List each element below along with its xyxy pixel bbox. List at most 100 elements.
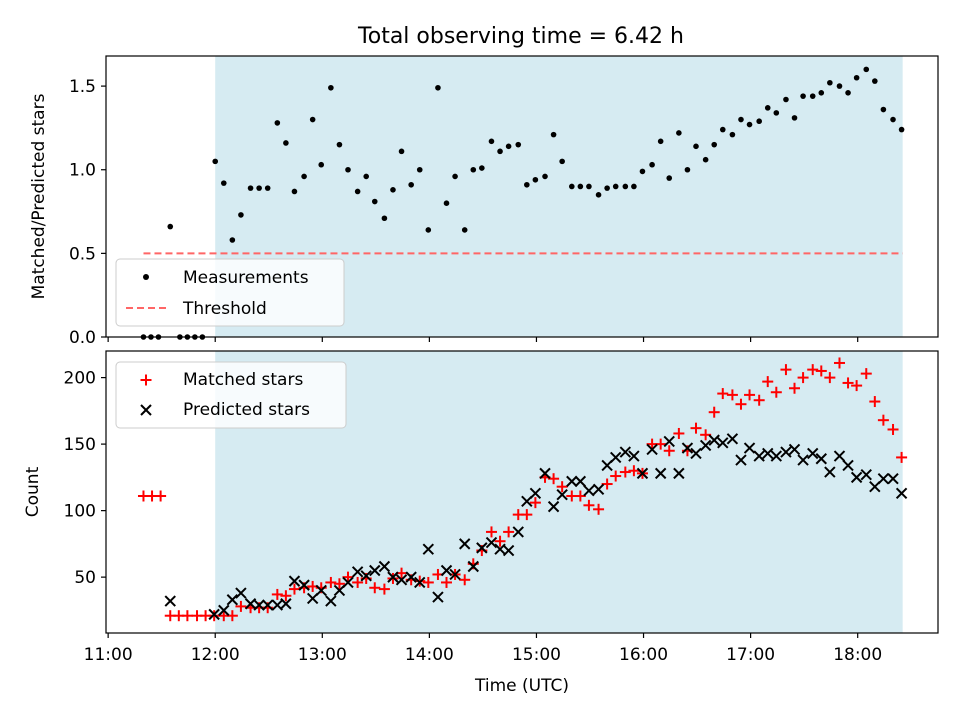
measurement-point [845, 89, 851, 96]
matched-point [762, 376, 774, 388]
predicted-point [895, 487, 908, 500]
measurement-point [872, 78, 878, 84]
predicted-point [315, 584, 327, 597]
x-tick-label: 12:00 [191, 645, 240, 665]
predicted-point [654, 467, 667, 480]
predicted-point [467, 560, 479, 573]
measurement-point [649, 161, 655, 168]
measurement-point [612, 183, 619, 190]
measurement-point [729, 131, 736, 138]
measurement-point [505, 143, 512, 150]
x-tick-label: 13:00 [298, 645, 347, 665]
top-legend-box [115, 258, 345, 327]
matched-point [369, 582, 381, 594]
measurement-point [800, 93, 806, 99]
matched-point [378, 583, 390, 595]
legend-plus-glyph [140, 374, 152, 386]
predicted-point [797, 454, 809, 466]
measurement-point [336, 141, 343, 148]
x-tick-label: 18:00 [833, 645, 882, 665]
measurement-point [470, 166, 477, 173]
predicted-point [566, 475, 578, 488]
measurement-point [435, 84, 441, 91]
matched-point [770, 386, 782, 398]
y-tick-label: 1.0 [69, 161, 96, 181]
matched-point [842, 377, 854, 389]
predicted-point [681, 442, 694, 454]
matched-point [325, 576, 337, 588]
measurement-point [542, 173, 548, 180]
top-panel: 0.0 0.5 1.0 1.5 Matched/Predicted stars Mea… [29, 55, 939, 348]
measurement-point [443, 200, 450, 206]
matched-point [593, 503, 605, 515]
predicted-point [753, 450, 765, 462]
measurement-point [167, 223, 174, 230]
matched-point [744, 389, 756, 401]
predicted-point [547, 500, 560, 513]
y-tick-label: 0.0 [69, 328, 96, 348]
measurement-point [693, 143, 699, 150]
matched-point [753, 394, 765, 406]
measurement-point [773, 110, 780, 116]
measurement-point [398, 148, 405, 155]
y-tick-label: 50 [74, 568, 96, 588]
predicted-point [529, 487, 542, 500]
predicted-point [860, 469, 872, 481]
measurement-point [559, 158, 565, 165]
measurement-point [283, 140, 289, 146]
predicted-point [459, 538, 471, 550]
top-x-ticks [107, 337, 859, 342]
predicted-point [405, 571, 417, 583]
matched-point [663, 445, 675, 457]
measurement-point [666, 175, 673, 181]
legend-matched-label: Matched stars [183, 370, 303, 390]
predicted-point [636, 467, 649, 480]
predicted-point [770, 450, 783, 462]
measurement-point [568, 183, 575, 190]
measurement-point [890, 116, 896, 123]
predicted-point [663, 435, 675, 448]
matched-point [735, 398, 747, 410]
matched-point [280, 590, 292, 602]
matched-point [824, 372, 836, 384]
legend-measurements-label: Measurements [183, 268, 309, 288]
predicted-point [218, 604, 230, 617]
measurement-point [497, 148, 503, 155]
figure-title: Total observing time = 6.42 h [357, 24, 684, 49]
matched-point [556, 481, 568, 493]
predicted-point [449, 568, 461, 581]
matched-point [628, 465, 640, 477]
predicted-point [378, 560, 391, 573]
bottom-legend: Matched stars Predicted stars [115, 361, 347, 429]
predicted-point [788, 443, 801, 456]
predicted-point [164, 595, 176, 607]
predicted-point [432, 591, 444, 603]
bottom-panel: 50 100 150 200 11:00 12:00 13:00 14:00 15:00 16:… [23, 350, 939, 696]
measurement-point [764, 105, 771, 111]
predicted-point [673, 467, 685, 480]
matched-point [601, 478, 613, 490]
predicted-point [226, 594, 239, 606]
predicted-point [288, 575, 301, 587]
measurement-point [639, 168, 646, 175]
measurement-point [390, 187, 396, 193]
predicted-point [735, 454, 747, 466]
predicted-point [717, 437, 729, 449]
predicted-point [807, 447, 819, 460]
matched-point [352, 576, 364, 588]
predicted-point [351, 566, 364, 578]
x-tick-label: 17:00 [726, 645, 775, 665]
predicted-point [877, 472, 890, 485]
top-y-ticks: 0.0 0.5 1.0 1.5 [69, 77, 106, 348]
y-tick-label: 100 [64, 502, 96, 522]
predicted-point [476, 542, 488, 554]
matched-point [833, 357, 845, 369]
legend-predicted-marker [140, 404, 152, 416]
measurement-point [256, 185, 262, 191]
predicted-point [699, 439, 712, 452]
legend-threshold-label: Threshold [182, 299, 267, 319]
matched-point [815, 365, 827, 377]
measurement-point [247, 185, 254, 191]
measurement-point [452, 173, 458, 180]
measurement-point [220, 180, 227, 186]
